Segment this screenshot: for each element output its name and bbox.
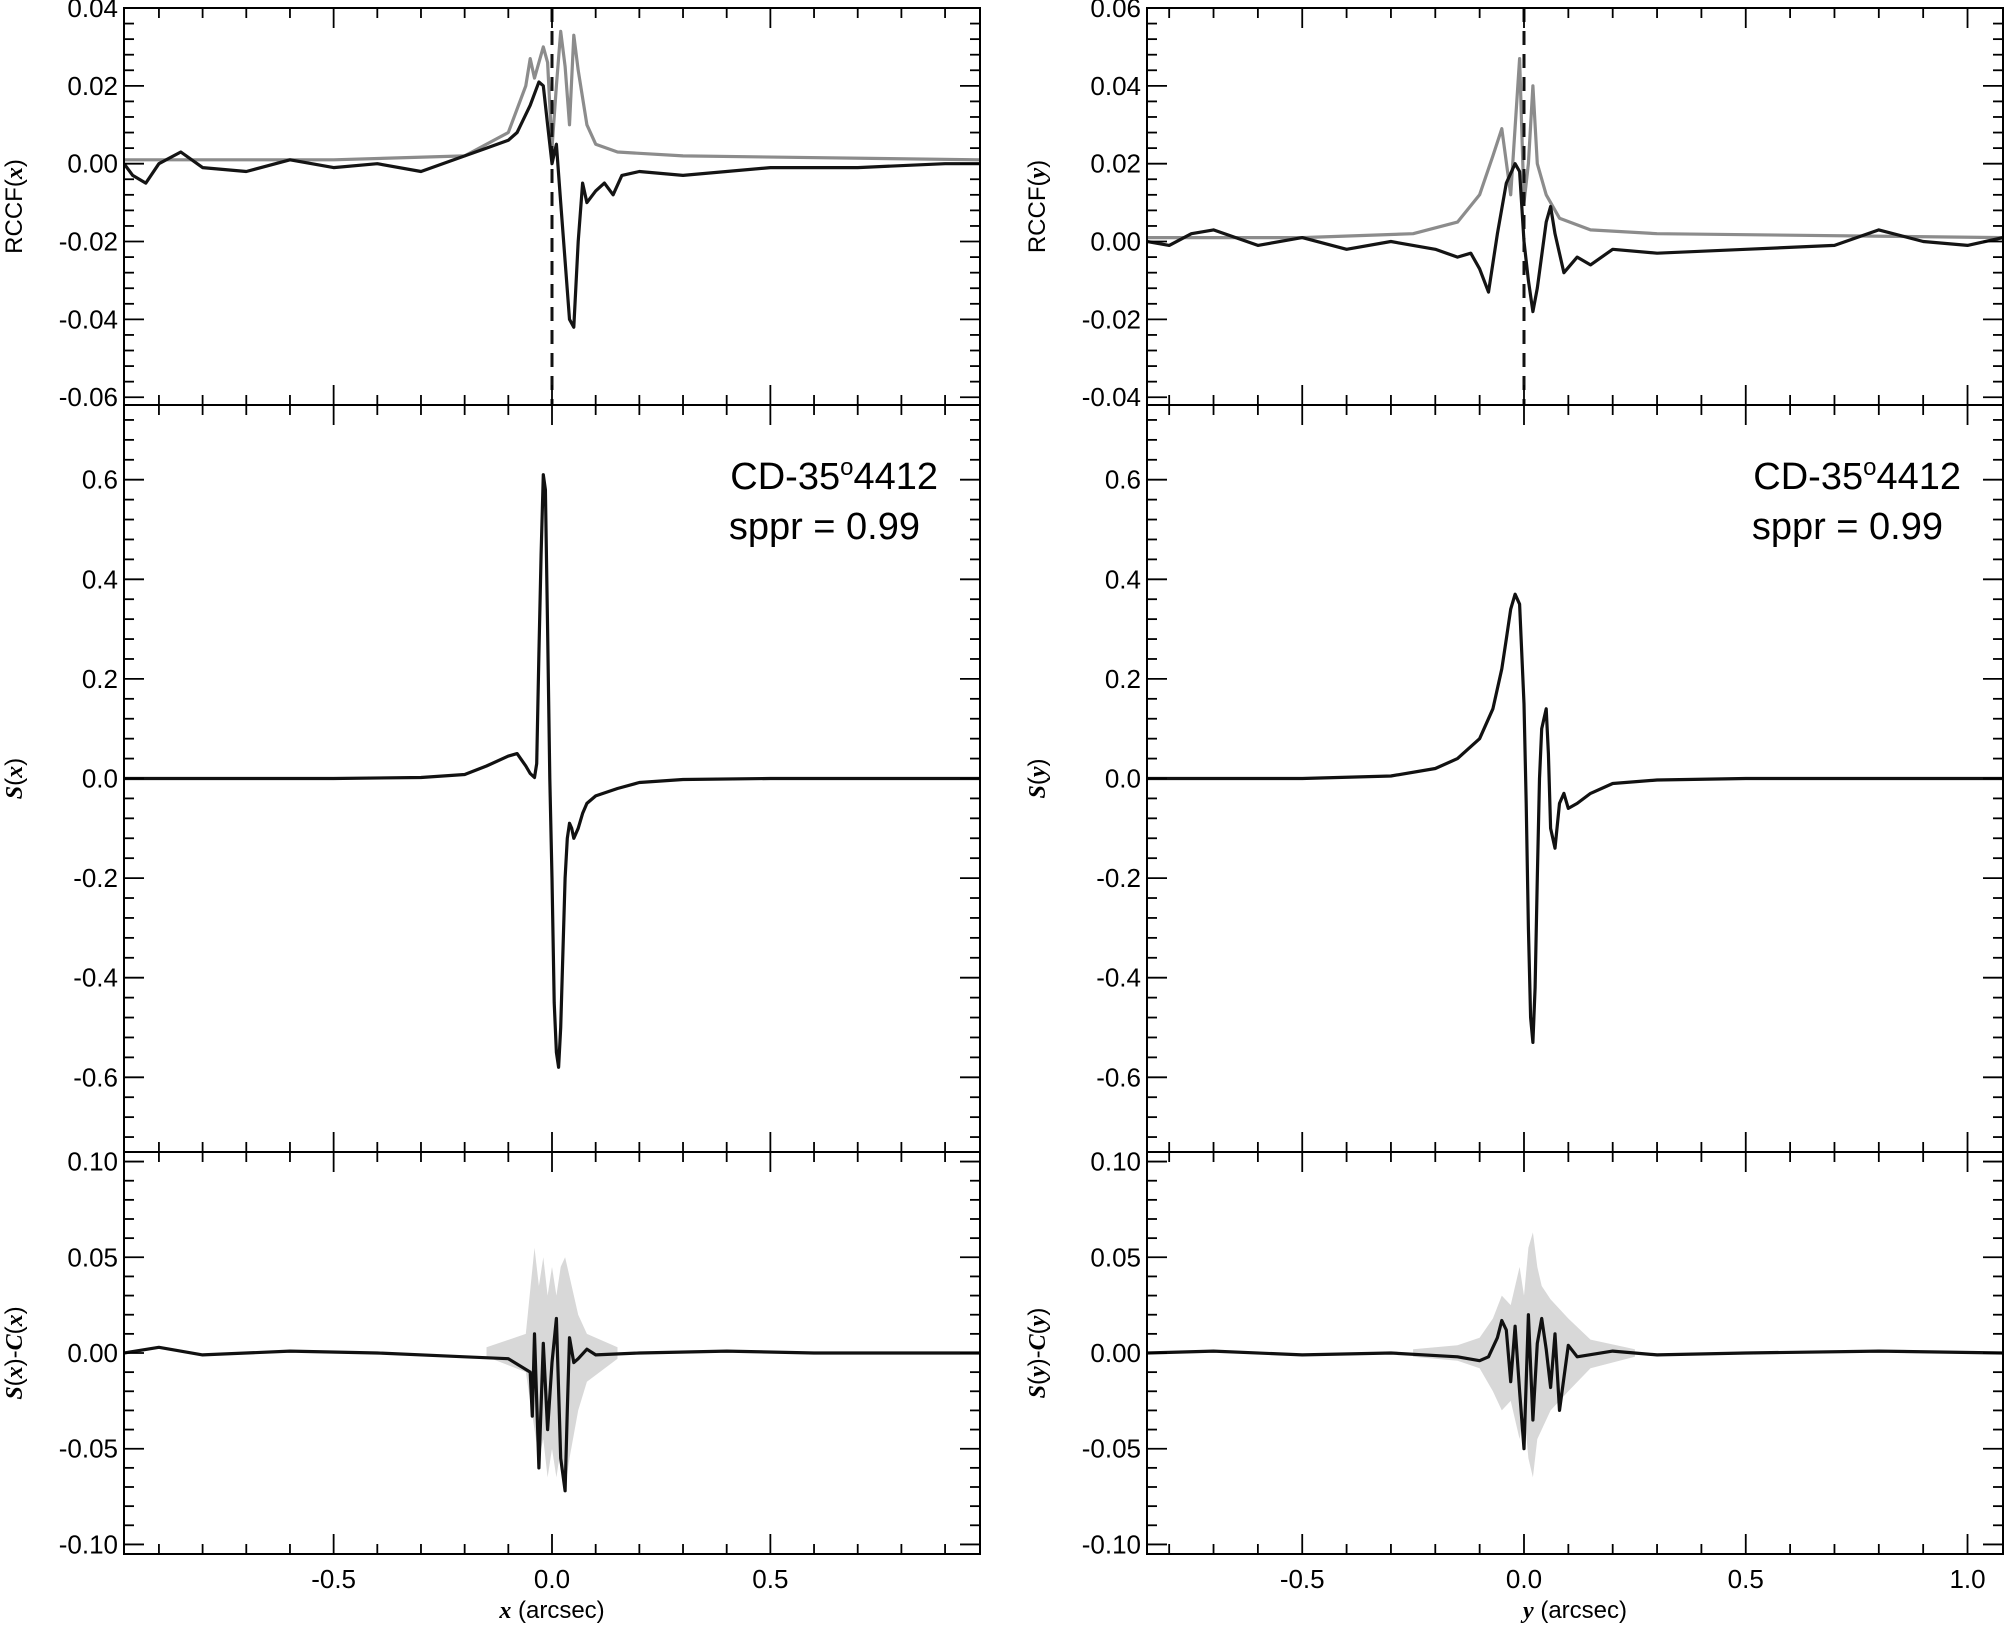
y-tick-label: 0.0 — [1105, 764, 1141, 794]
y-tick-label: 0.10 — [1090, 1147, 1141, 1177]
y-tick-label: -0.02 — [59, 227, 118, 257]
y-tick-label: -0.04 — [59, 304, 118, 334]
series-line-1 — [124, 1316, 980, 1493]
y-tick-label: 0.4 — [82, 564, 118, 594]
y-tick-label: 0.02 — [67, 71, 118, 101]
panel-left-top: -0.06 -0.04 -0.02 0.00 0.02 0.04 RCCF(x) — [1, 0, 981, 412]
object-name-label: CD-35o4412 — [730, 454, 938, 498]
y-axis-title: S(y)-C(y) — [1024, 1308, 1051, 1399]
y-tick-label: 0.6 — [82, 465, 118, 495]
series-line-1 — [124, 29, 980, 162]
y-tick-label: 0.0 — [82, 764, 118, 794]
y-tick-label: 0.00 — [1090, 1338, 1141, 1368]
y-tick-label: 0.02 — [1090, 149, 1141, 179]
x-axis-title: x (arcsec) — [498, 1597, 604, 1624]
panel-left-middle: -0.6 -0.4 -0.2 0.0 0.2 0.4 0.6 S(x) CD-35o4412 sp… — [1, 404, 981, 1153]
y-tick-label: -0.02 — [1082, 304, 1141, 334]
x-tick-label: 0.5 — [1728, 1564, 1764, 1594]
series-line-1 — [1147, 592, 2003, 1045]
y-axis-title: RCCF(x) — [1, 159, 28, 254]
x-tick-label: -0.5 — [311, 1564, 356, 1594]
panel-right-top: -0.04 -0.02 0.00 0.02 0.04 0.06 RCCF(y) — [1024, 0, 2004, 412]
y-axis-title: S(y) — [1024, 758, 1051, 798]
y-tick-label: -0.6 — [1096, 1062, 1141, 1092]
sppr-label: sppr = 0.99 — [729, 506, 920, 548]
y-tick-label: 0.05 — [1090, 1242, 1141, 1272]
y-tick-label: 0.2 — [82, 664, 118, 694]
plot-area — [124, 473, 980, 1069]
x-tick-label: 0.0 — [1506, 1564, 1542, 1594]
y-tick-label: -0.2 — [73, 863, 118, 893]
plot-area — [124, 1247, 980, 1493]
series-line-1 — [1147, 1313, 2003, 1451]
series-line-1 — [1147, 56, 2003, 240]
y-tick-label: -0.05 — [59, 1434, 118, 1464]
y-tick-label: 0.04 — [67, 0, 118, 23]
plot-area — [1147, 8, 2003, 405]
x-tick-label: 0.0 — [534, 1564, 570, 1594]
series-line-1 — [124, 473, 980, 1069]
y-tick-label: -0.04 — [1082, 382, 1141, 412]
y-tick-label: 0.06 — [1090, 0, 1141, 23]
y-axis-title: S(x)-C(x) — [1, 1306, 28, 1399]
y-tick-label: -0.10 — [1082, 1529, 1141, 1559]
y-tick-label: 0.04 — [1090, 71, 1141, 101]
panel-left-bottom: -0.10 -0.05 0.00 0.05 0.10 -0.5 0.0 0.5 S(x)-C(x… — [1, 1147, 981, 1624]
x-tick-label: 0.5 — [752, 1564, 788, 1594]
y-tick-label: 0.4 — [1105, 564, 1141, 594]
y-tick-label: 0.00 — [67, 149, 118, 179]
y-tick-label: -0.6 — [73, 1062, 118, 1092]
series-line-2 — [124, 80, 980, 329]
y-axis-title: S(x) — [1, 758, 28, 799]
y-tick-label: -0.06 — [59, 382, 118, 412]
y-tick-label: -0.10 — [59, 1529, 118, 1559]
y-tick-label: 0.10 — [67, 1147, 118, 1177]
y-tick-label: 0.00 — [67, 1338, 118, 1368]
y-tick-label: 0.6 — [1105, 465, 1141, 495]
y-tick-label: 0.2 — [1105, 664, 1141, 694]
y-tick-label: -0.4 — [73, 963, 118, 993]
y-tick-label: -0.05 — [1082, 1434, 1141, 1464]
y-tick-label: 0.05 — [67, 1242, 118, 1272]
plot-area — [124, 8, 980, 405]
y-tick-label: -0.2 — [1096, 863, 1141, 893]
panel-frame — [1146, 7, 2004, 406]
y-axis-title: RCCF(y) — [1024, 160, 1051, 253]
object-name-label: CD-35o4412 — [1753, 454, 1961, 498]
x-tick-label: 1.0 — [1949, 1564, 1985, 1594]
x-axis-title: y (arcsec) — [1520, 1597, 1627, 1624]
plot-area — [1147, 1232, 2003, 1478]
sppr-label: sppr = 0.99 — [1752, 506, 1943, 548]
panel-right-bottom: -0.10 -0.05 0.00 0.05 0.10 -0.5 0.0 0.5 1.0 S(y)-… — [1024, 1147, 2004, 1624]
y-tick-label: -0.4 — [1096, 963, 1141, 993]
uncertainty-band — [1413, 1232, 1635, 1478]
plot-area — [1147, 592, 2003, 1045]
panel-right-middle: -0.6 -0.4 -0.2 0.0 0.2 0.4 0.6 S(y) CD-35o4412 sp… — [1024, 404, 2004, 1153]
y-tick-label: 0.00 — [1090, 227, 1141, 257]
x-tick-label: -0.5 — [1280, 1564, 1325, 1594]
